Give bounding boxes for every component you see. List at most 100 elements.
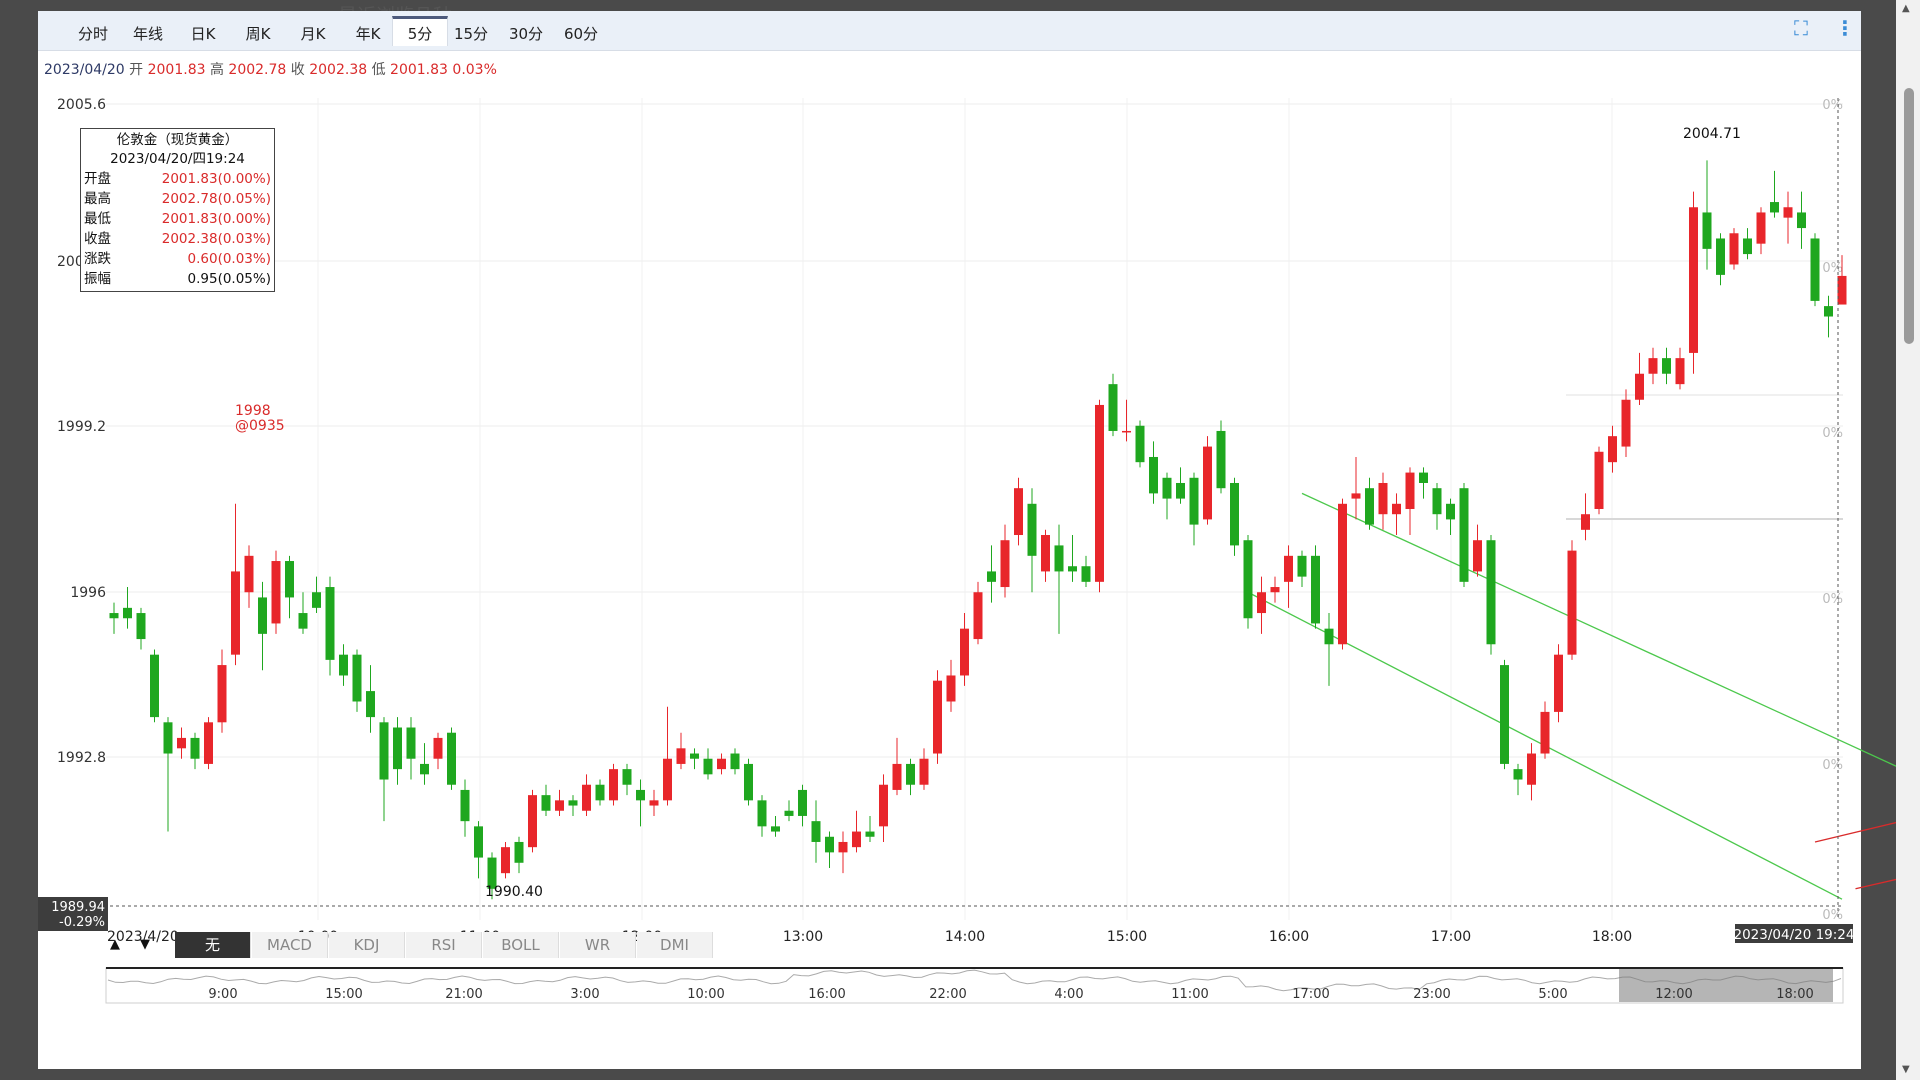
tooltip-row-value: 2001.83(0.00%) [161, 211, 271, 227]
candle-body [406, 727, 416, 759]
tooltip-row-value: 2002.78(0.05%) [161, 191, 271, 207]
tooltip-row-label: 振幅 [84, 271, 111, 287]
tab-3[interactable]: 周K [245, 25, 271, 43]
candle-body [973, 592, 983, 640]
candle-body [177, 737, 186, 749]
candle-body [1108, 384, 1118, 431]
more-menu-icon[interactable]: ⋮ [1835, 16, 1855, 40]
scroll-thumb[interactable] [1904, 88, 1914, 344]
candle-body [1648, 358, 1658, 374]
tab-4[interactable]: 月K [300, 25, 326, 43]
candle-body [393, 727, 402, 770]
candle-body [636, 789, 645, 801]
navigator-selection [1619, 969, 1833, 1002]
x-tick-label: 14:00 [945, 929, 985, 945]
trend-line [1301, 492, 1920, 778]
info-close-label: 收 [290, 62, 305, 78]
tab-7[interactable]: 15分 [453, 25, 489, 43]
y-pct-label: 0% [1822, 592, 1843, 607]
y-tick-label: 1999.2 [57, 419, 106, 435]
candle-body [271, 561, 281, 624]
tab-8[interactable]: 30分 [508, 25, 544, 43]
navigator-series [107, 969, 1842, 992]
tab-9[interactable]: 60分 [563, 25, 599, 43]
candle-body [1635, 373, 1644, 400]
candle-body [1351, 493, 1361, 499]
navigator-tick-label: 12:00 [1655, 987, 1692, 1002]
candle-body [285, 561, 294, 598]
candle-body [919, 758, 929, 785]
shift-up-icon[interactable]: ▲ [110, 937, 120, 952]
tooltip-row-label: 收盘 [84, 231, 111, 247]
tooltip-row: 涨跌 0.60(0.03%) [84, 249, 271, 269]
shift-down-icon[interactable]: ▼ [140, 937, 150, 952]
candle-body [987, 571, 996, 582]
scroll-up-icon[interactable]: ▲ [1902, 3, 1910, 14]
candle-body [1270, 587, 1280, 593]
candle-body [1810, 238, 1820, 301]
candle-body [109, 613, 119, 619]
tooltip-row-label: 涨跌 [84, 251, 111, 267]
candle-body [433, 737, 443, 759]
candle-body [1419, 472, 1428, 483]
ohlc-tooltip: 伦敦金（现货黄金） 2023/04/20/四19:24 开盘 2001.83(0.… [80, 128, 275, 292]
candle-body [1000, 540, 1010, 588]
low-annotation: 1990.40 [485, 884, 543, 900]
scroll-down-icon[interactable]: ▼ [1902, 1064, 1910, 1075]
indicator-tab-2[interactable]: KDJ [329, 932, 405, 958]
navigator-tick-label: 5:00 [1538, 987, 1567, 1002]
tooltip-row: 开盘 2001.83(0.00%) [84, 169, 271, 189]
candle-body [1824, 306, 1833, 317]
indicator-tab-5[interactable]: WR [560, 932, 636, 958]
candle-body [1135, 425, 1145, 463]
indicator-tab-4[interactable]: BOLL [483, 932, 559, 958]
indicator-tab-0[interactable]: 无 [175, 932, 251, 958]
candle-body [163, 722, 173, 754]
y-pct-label: 0% [1822, 98, 1843, 113]
candle-body [744, 763, 753, 801]
candle-body [568, 800, 578, 806]
tab-6[interactable]: 5分 [392, 16, 448, 46]
candle-body [1230, 482, 1239, 546]
candle-body [460, 789, 470, 822]
candle-body [825, 836, 834, 853]
navigator-tick-label: 16:00 [808, 987, 845, 1002]
tab-0[interactable]: 分时 [77, 25, 108, 43]
candle-body [298, 613, 308, 629]
candle-body [1662, 358, 1671, 374]
crosshair-time-box [1735, 924, 1853, 943]
tab-5[interactable]: 年K [355, 25, 381, 43]
candle-body [730, 753, 740, 770]
navigator-frame [105, 967, 1844, 1004]
candle-body [960, 628, 969, 676]
indicator-tab-6[interactable]: DMI [637, 932, 713, 958]
collapse-icon[interactable]: ⛶ [1794, 16, 1808, 40]
x-tick-label: 17:00 [1431, 929, 1471, 945]
candle-body [1756, 212, 1766, 244]
indicator-tab-3[interactable]: RSI [406, 932, 482, 958]
candle-body [136, 613, 146, 640]
candle-body [447, 732, 456, 785]
tab-2[interactable]: 日K [190, 25, 216, 43]
candle-body [703, 758, 713, 775]
candle-body [204, 722, 213, 764]
candle-body [366, 691, 375, 718]
candle-body [1770, 202, 1779, 213]
x-tick-label: 16:00 [1269, 929, 1309, 945]
navigator-tick-label: 9:00 [208, 987, 237, 1002]
indicator-tab-1[interactable]: MACD [252, 932, 328, 958]
navigator-tick-label: 11:00 [1171, 987, 1208, 1002]
x-tick-label: 13:00 [783, 929, 823, 945]
candle-body [1675, 358, 1685, 385]
tab-1[interactable]: 年线 [132, 25, 163, 43]
candle-body [1365, 488, 1374, 525]
tooltip-row: 振幅 0.95(0.05%) [84, 269, 271, 289]
candle-body [757, 800, 767, 827]
info-low: 2001.83 [390, 62, 448, 78]
candle-body [150, 654, 159, 718]
navigator-tick-label: 17:00 [1292, 987, 1329, 1002]
crosshair-price-box [38, 897, 108, 931]
peak-annotation: 1998 [235, 403, 271, 419]
candle-body [892, 763, 902, 790]
